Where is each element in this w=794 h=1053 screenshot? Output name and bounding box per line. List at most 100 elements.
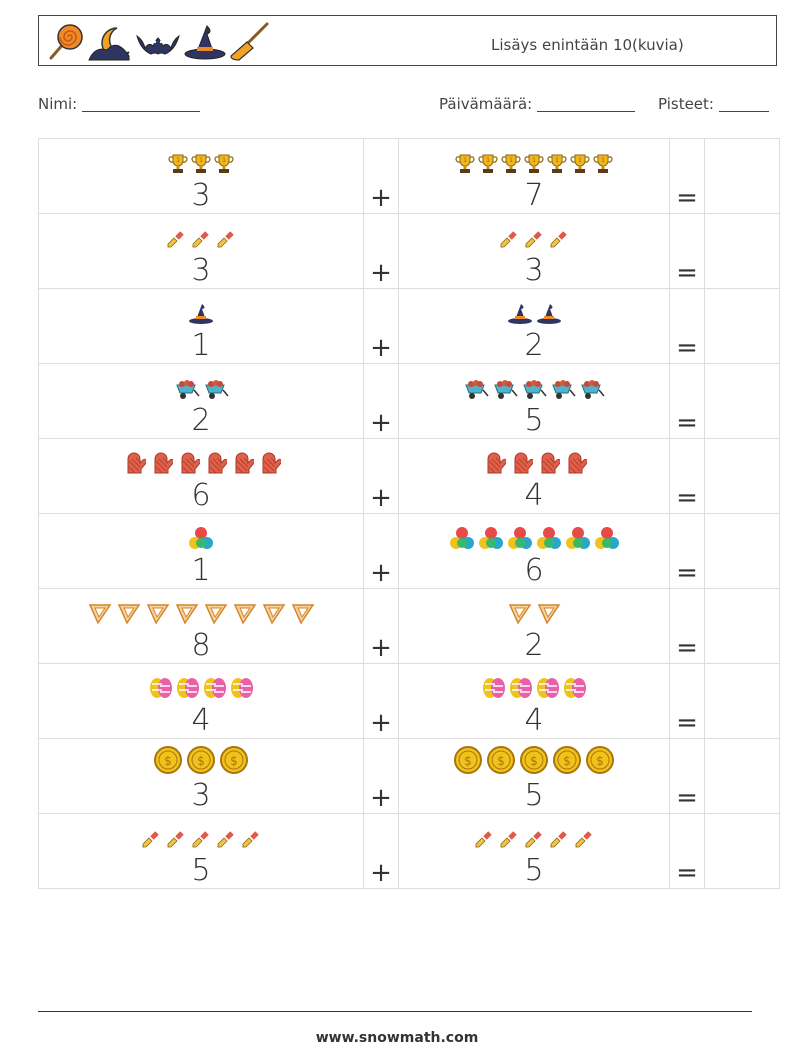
equals-sign: = — [669, 663, 705, 739]
icon-group — [399, 527, 669, 554]
trophy-icon: 1 — [593, 153, 613, 179]
pipette-icon — [215, 828, 237, 854]
plus-sign: + — [363, 438, 399, 514]
oven-mitt-icon — [563, 449, 588, 479]
answer-cell[interactable] — [704, 213, 780, 289]
score-label: Pisteet: — [658, 95, 714, 113]
set-square-icon — [116, 601, 142, 629]
svg-text:1: 1 — [509, 157, 513, 164]
problem-row: 4 +4 = — [38, 663, 780, 739]
svg-text:1: 1 — [555, 157, 559, 164]
billiard-balls-icon — [507, 526, 533, 554]
coin-icon: $ — [186, 745, 216, 779]
answer-cell[interactable] — [704, 138, 780, 214]
problem-row: 3 +3 = — [38, 213, 780, 289]
coin-icon: $ — [453, 745, 483, 779]
icon-group — [399, 830, 669, 854]
trophy-icon: 1 — [547, 153, 567, 179]
problem-row: 1 1 1 3 +1 1 1 1 1 1 1 7 = — [38, 138, 780, 214]
set-square-icon — [232, 601, 258, 629]
svg-text:1: 1 — [222, 157, 226, 164]
problem-row: 8 +2 = — [38, 588, 780, 664]
answer-cell[interactable] — [704, 663, 780, 739]
score-blank[interactable] — [718, 96, 769, 112]
addend-a: 3 — [191, 178, 211, 213]
easter-eggs-icon — [176, 674, 200, 704]
pipette-icon — [573, 828, 595, 854]
svg-text:1: 1 — [532, 157, 536, 164]
addend-a-cell: 1 1 1 3 — [38, 138, 364, 214]
wheelbarrow-icon — [463, 378, 489, 404]
addend-a-cell: 4 — [38, 663, 364, 739]
wheelbarrow-icon — [521, 378, 547, 404]
set-square-icon — [203, 601, 229, 629]
svg-text:1: 1 — [578, 157, 582, 164]
plus-sign: + — [363, 363, 399, 439]
addend-a-cell: 2 — [38, 363, 364, 439]
svg-text:1: 1 — [463, 157, 467, 164]
answer-cell[interactable] — [704, 738, 780, 814]
set-square-icon — [536, 601, 562, 629]
answer-cell[interactable] — [704, 363, 780, 439]
icon-group — [39, 380, 363, 404]
addend-a-cell: 3 — [38, 213, 364, 289]
icon-group — [39, 304, 363, 329]
date-field: Päivämäärä: — [439, 95, 635, 113]
addend-b: 5 — [524, 403, 544, 438]
pipette-icon — [523, 228, 545, 254]
billiard-balls-icon — [536, 526, 562, 554]
addend-a-cell: 1 — [38, 513, 364, 589]
icon-group — [39, 452, 363, 479]
easter-eggs-icon — [509, 674, 533, 704]
addend-b: 4 — [524, 478, 544, 513]
pipette-icon — [548, 828, 570, 854]
icon-group — [39, 527, 363, 554]
oven-mitt-icon — [203, 449, 228, 479]
wheelbarrow-icon — [579, 378, 605, 404]
answer-cell[interactable] — [704, 288, 780, 364]
wheelbarrow-icon — [550, 378, 576, 404]
addend-b: 5 — [524, 853, 544, 888]
icon-group — [399, 452, 669, 479]
svg-text:1: 1 — [601, 157, 605, 164]
oven-mitt-icon — [257, 449, 282, 479]
svg-text:1: 1 — [486, 157, 490, 164]
answer-cell[interactable] — [704, 513, 780, 589]
witch-hat-icon — [507, 303, 533, 329]
icon-group — [39, 604, 363, 629]
billiard-balls-icon — [478, 526, 504, 554]
equals-sign: = — [669, 363, 705, 439]
addend-b-cell: 1 1 1 1 1 1 1 7 — [398, 138, 670, 214]
addend-b-cell: $ $ $ $ $5 — [398, 738, 670, 814]
svg-text:$: $ — [164, 754, 172, 768]
icon-group: 1 1 1 1 1 1 1 — [399, 153, 669, 179]
svg-text:$: $ — [197, 754, 205, 768]
icon-group: $ $ $ $ $ — [399, 746, 669, 779]
svg-text:$: $ — [530, 754, 538, 768]
addend-b-cell: 5 — [398, 813, 670, 889]
icon-group — [399, 604, 669, 629]
addend-a-cell: 8 — [38, 588, 364, 664]
addend-a: 5 — [191, 853, 211, 888]
date-blank[interactable] — [537, 96, 635, 112]
svg-text:1: 1 — [199, 157, 203, 164]
pipette-icon — [190, 828, 212, 854]
addend-b-cell: 6 — [398, 513, 670, 589]
icon-group — [39, 830, 363, 854]
easter-eggs-icon — [536, 674, 560, 704]
easter-eggs-icon — [203, 674, 227, 704]
name-blank[interactable] — [82, 96, 201, 112]
coin-icon: $ — [153, 745, 183, 779]
answer-cell[interactable] — [704, 588, 780, 664]
answer-cell[interactable] — [704, 438, 780, 514]
equals-sign: = — [669, 438, 705, 514]
trophy-icon: 1 — [478, 153, 498, 179]
icon-group — [39, 230, 363, 254]
problem-row: $ $ $3 + $ $ $ $ $5 = — [38, 738, 780, 814]
answer-cell[interactable] — [704, 813, 780, 889]
bat-icon — [136, 34, 180, 55]
oven-mitt-icon — [482, 449, 507, 479]
addend-a: 3 — [191, 778, 211, 813]
plus-sign: + — [363, 738, 399, 814]
easter-eggs-icon — [230, 674, 254, 704]
